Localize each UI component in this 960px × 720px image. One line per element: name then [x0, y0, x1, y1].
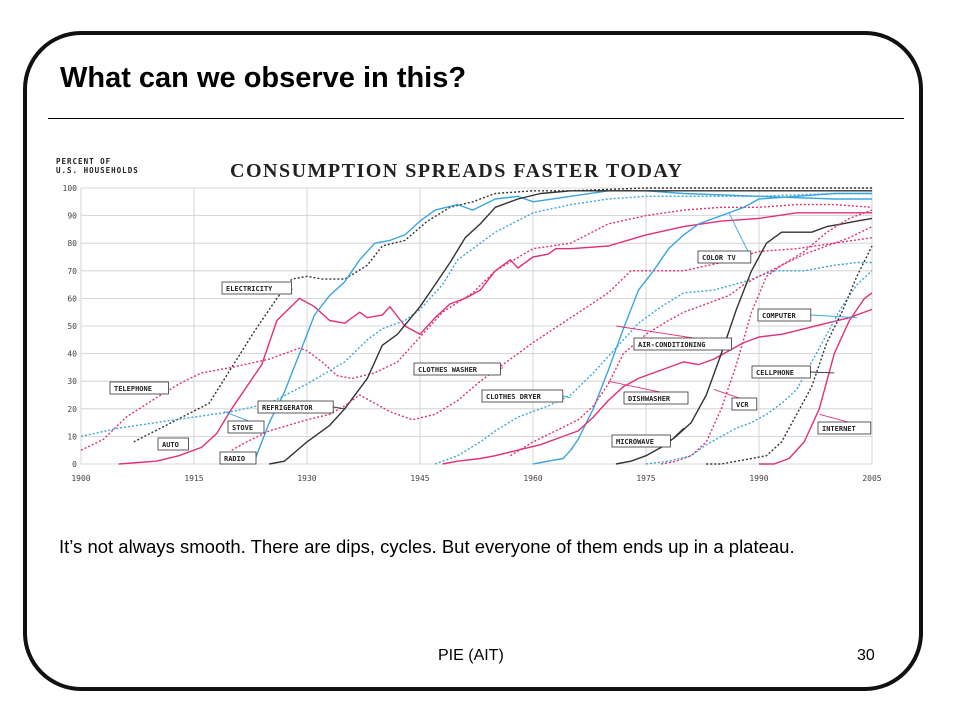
callout-leader-color-tv [728, 212, 752, 258]
callout-box-refrigerator [257, 400, 334, 414]
series-label-auto: AUTO [162, 441, 179, 449]
callout-box-stove [227, 420, 265, 434]
chart-ylabel-line1: PERCENT OF [56, 157, 111, 166]
series-line-cellphone [706, 245, 873, 465]
chart-ticks: 0 10 20 30 40 50 60 70 80 90 100 1900 1915 1930 1945 19… [63, 184, 882, 483]
series-line-refrigerator [269, 190, 872, 465]
y-tick-label: 80 [67, 239, 77, 248]
series-label-internet: INTERNET [822, 425, 856, 433]
series-line-color-tv [532, 192, 872, 465]
callout-box-vcr [731, 397, 758, 411]
series-label-air-conditioning: AIR-CONDITIONING [638, 341, 705, 349]
series-label-dishwasher: DISHWASHER [628, 395, 671, 403]
callout-box-clothes-washer [413, 362, 501, 376]
callout-box-microwave [611, 434, 671, 448]
callout-leader-clothes-washer [500, 367, 504, 370]
y-tick-label: 100 [63, 184, 78, 193]
page-number: 30 [857, 647, 875, 664]
series-label-computer: COMPUTER [762, 312, 797, 320]
series-label-electricity: ELECTRICITY [226, 285, 273, 293]
callout-leader-microwave [670, 427, 684, 442]
callout-box-color-tv [697, 250, 752, 264]
callout-box-clothes-dryer [481, 389, 564, 403]
chart-grid [80, 187, 873, 465]
x-tick-label: 1960 [523, 474, 542, 483]
chart-title: CONSUMPTION SPREADS FASTER TODAY [230, 160, 683, 182]
callout-leader-clothes-dryer [562, 395, 571, 399]
y-tick-label: 40 [67, 350, 77, 359]
series-line-auto [118, 212, 872, 465]
x-tick-label: 1930 [297, 474, 316, 483]
series-line-electricity [133, 187, 872, 443]
series-line-telephone [80, 203, 873, 451]
series-line-stove [80, 192, 872, 438]
title-divider [48, 118, 904, 119]
callout-box-computer [757, 308, 812, 322]
series-line-internet [759, 292, 873, 465]
series-line-radio [246, 190, 872, 465]
callout-leader-cellphone [810, 371, 835, 374]
series-label-radio: RADIO [224, 455, 245, 463]
x-tick-label: 1990 [749, 474, 768, 483]
slide-title: What can we observe in this? [60, 62, 467, 94]
series-line-air-conditioning [510, 225, 873, 457]
y-tick-label: 50 [67, 322, 77, 331]
series-line-vcr [660, 209, 873, 465]
callout-box-auto [157, 437, 189, 451]
slide-frame [23, 31, 923, 691]
x-tick-label: 1915 [184, 474, 203, 483]
series-label-color-tv: COLOR TV [702, 254, 737, 262]
callout-box-internet [817, 421, 872, 435]
series-line-clothes-dryer [434, 261, 872, 465]
series-label-refrigerator: REFRIGERATOR [262, 404, 313, 412]
callout-box-cellphone [751, 365, 811, 379]
y-tick-label: 60 [67, 294, 77, 303]
consumption-chart: PERCENT OF U.S. HOUSEHOLDS CONSUMPTION S… [56, 157, 882, 483]
y-tick-label: 20 [67, 405, 77, 414]
chart-ylabel-line2: U.S. HOUSEHOLDS [56, 166, 139, 175]
callout-box-radio [219, 451, 257, 465]
x-tick-label: 1945 [410, 474, 429, 483]
y-tick-label: 70 [67, 267, 77, 276]
callout-box-electricity [221, 281, 292, 295]
series-label-microwave: MICROWAVE [616, 438, 654, 446]
series-label-clothes-washer: CLOTHES WASHER [418, 366, 478, 374]
x-tick-label: 1900 [71, 474, 90, 483]
series-label-stove: STOVE [232, 424, 253, 432]
series-label-clothes-dryer: CLOTHES DRYER [486, 393, 542, 401]
footer-label: PIE (AIT) [438, 647, 504, 664]
series-line-dishwasher [442, 308, 873, 465]
callout-box-dishwasher [623, 391, 689, 405]
series-line-microwave [615, 217, 873, 465]
callout-leader-computer [810, 314, 857, 319]
callout-leader-refrigerator [333, 406, 345, 410]
series-label-cellphone: CELLPHONE [756, 369, 794, 377]
callout-box-air-conditioning [633, 337, 732, 351]
y-tick-label: 10 [67, 432, 77, 441]
chart-series-labels: ELECTRICITY TELEPHONE AUTO RADIO STOVE REFRIG… [109, 212, 872, 465]
x-tick-label: 2005 [862, 474, 881, 483]
callout-box-telephone [109, 381, 169, 395]
y-tick-label: 0 [72, 460, 77, 469]
series-line-computer [645, 270, 873, 465]
y-tick-label: 90 [67, 212, 77, 221]
series-label-vcr: VCR [736, 401, 749, 409]
chart-series [80, 187, 873, 465]
series-label-telephone: TELEPHONE [114, 385, 152, 393]
y-tick-label: 30 [67, 377, 77, 386]
x-tick-label: 1975 [636, 474, 655, 483]
body-text: It’s not always smooth. There are dips, … [59, 536, 795, 557]
series-line-clothes-washer [231, 237, 873, 451]
